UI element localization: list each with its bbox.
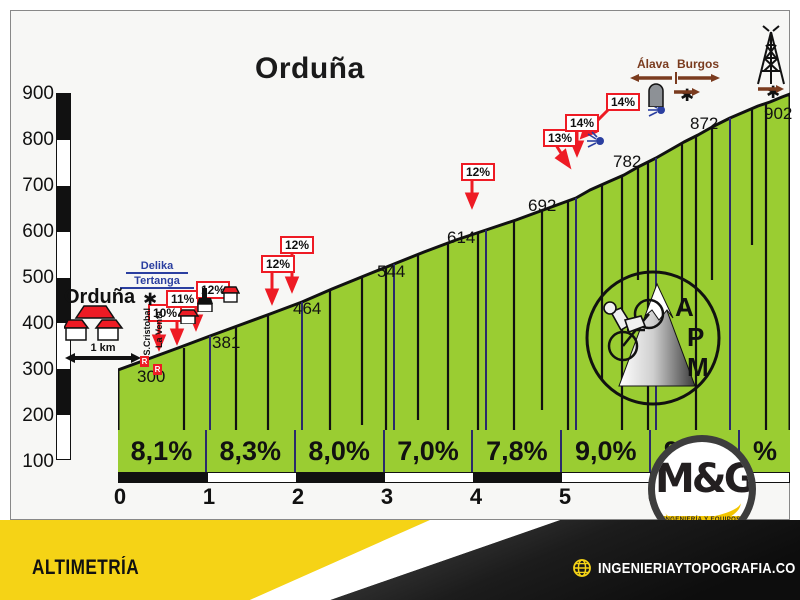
x-band <box>473 473 562 482</box>
town-block-orduna: Orduña 1 km S.Cristobal La Venta R R <box>60 286 170 376</box>
y-tick-800: 800 <box>22 129 54 150</box>
x-band <box>739 473 790 482</box>
scale-label: 1 km <box>90 342 116 354</box>
gradient-percent-strip: 8,1% 8,3% 8,0% 7,0% 7,8% 9,0% 9,0% % <box>118 430 791 472</box>
segment-gradient: 7,8% <box>471 430 561 472</box>
summit-arrow-icon <box>674 88 700 96</box>
x-tick-2: 2 <box>291 484 305 509</box>
elevation-label: 782 <box>613 152 642 171</box>
province-boundary-arrows <box>630 72 720 84</box>
summit-arrow-icon <box>758 85 784 93</box>
y-band <box>57 369 70 416</box>
footer: ALTIMETRÍA INGENIERIAYTOPOGRAFIA.CO <box>0 520 800 600</box>
church-icon <box>197 288 213 312</box>
elevation-label: 692 <box>528 196 557 215</box>
gradient-badge: 13% <box>543 129 578 147</box>
x-tick-5: 5 <box>558 484 572 509</box>
y-tick-200: 200 <box>22 405 54 426</box>
segment-gradient: 7,0% <box>382 430 472 472</box>
gradient-badge: 12% <box>461 163 496 181</box>
x-band <box>561 473 651 482</box>
y-tick-900: 900 <box>22 83 54 104</box>
star-icon: ✱ <box>143 290 158 309</box>
marker-label-la-venta: La Venta <box>154 311 164 349</box>
house-icon <box>178 309 200 324</box>
gradient-badge: 14% <box>606 93 641 111</box>
y-band <box>57 185 70 232</box>
y-tick-300: 300 <box>22 359 54 380</box>
gradient-badge: 10% <box>148 304 183 322</box>
y-tick-500: 500 <box>22 267 54 288</box>
footer-title: ALTIMETRÍA <box>32 556 140 579</box>
x-band <box>119 473 208 482</box>
place-label-tertanga: Tertanga <box>120 275 194 289</box>
road-marker-icon: R <box>153 364 162 375</box>
summit-elevation-label: 902 <box>764 104 793 123</box>
gradient-badge: 12% <box>261 255 296 273</box>
page-title: Orduña <box>255 52 365 85</box>
gradient-badge: 12% <box>196 281 231 299</box>
footer-background <box>0 520 800 600</box>
gradient-badge: 14% <box>565 114 600 132</box>
y-tick-400: 400 <box>22 313 54 334</box>
tunnel-icon <box>648 83 664 107</box>
mg-logo-text: M&G <box>655 456 754 502</box>
y-tick-700: 700 <box>22 175 54 196</box>
y-tick-600: 600 <box>22 221 54 242</box>
elevation-label: 614 <box>447 228 476 247</box>
segment-gradient: 9,0% <box>560 430 650 472</box>
apm-logo: A P M <box>585 270 721 406</box>
scale-arrow-icon <box>65 353 141 363</box>
segment-gradient: 8,3% <box>204 430 294 472</box>
road-marker-icon: R <box>140 356 149 367</box>
x-tick-3: 3 <box>380 484 394 509</box>
apm-letter-a: A <box>675 292 694 322</box>
x-tick-1: 1 <box>202 484 216 509</box>
x-tick-0: 0 <box>113 484 127 509</box>
y-band <box>57 94 70 140</box>
globe-icon <box>573 559 591 577</box>
y-scale-bar <box>56 93 71 460</box>
antenna-tower-icon <box>757 25 785 85</box>
x-band <box>207 473 297 482</box>
elevation-label: 544 <box>377 262 406 281</box>
gradient-badge: 11% <box>166 290 200 308</box>
x-band <box>296 473 385 482</box>
province-label-left: Álava <box>637 57 670 71</box>
apm-letter-m: M <box>687 352 709 382</box>
place-label-delika: Delika <box>126 260 188 274</box>
house-icon <box>222 286 240 303</box>
segment-gradient: 8,0% <box>293 430 383 472</box>
elevation-label: 464 <box>293 299 322 318</box>
fountain-icon <box>587 131 604 148</box>
y-band <box>57 277 70 324</box>
x-band <box>384 473 474 482</box>
town-name: Orduña <box>64 286 136 308</box>
footer-url: INGENIERIAYTOPOGRAFIA.CO <box>598 560 796 577</box>
province-label-right: Burgos <box>677 57 719 71</box>
elevation-label: 872 <box>690 114 719 133</box>
x-tick-4: 4 <box>469 484 483 509</box>
gradient-badge: 12% <box>280 236 315 254</box>
elevation-label: 381 <box>212 333 241 352</box>
y-tick-100: 100 <box>22 451 54 472</box>
segment-gradient: 8,1% <box>118 430 205 472</box>
x-axis-scale-bar <box>118 472 790 483</box>
houses-icon <box>64 305 124 341</box>
marker-label-s-cristobal: S.Cristobal <box>142 308 152 356</box>
apm-letter-p: P <box>687 322 704 352</box>
